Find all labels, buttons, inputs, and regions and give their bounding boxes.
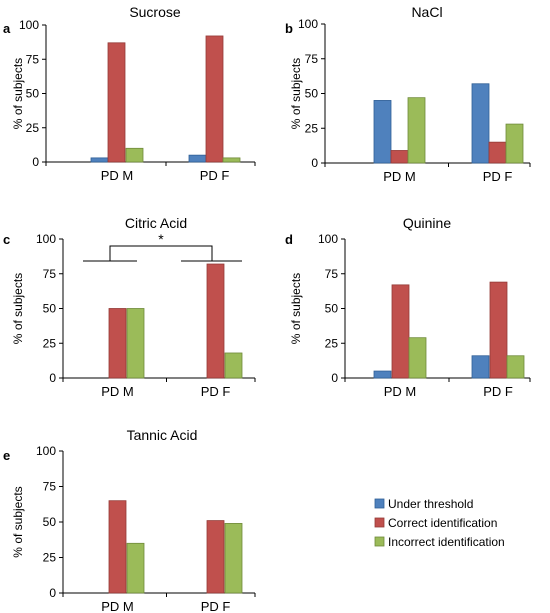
bar-c-1-3 [126, 308, 145, 379]
chart-title: Tannic Acid [127, 427, 198, 443]
panel-c: c Citric Acid % of subjects 0 25 50 75 100 PD M P… [3, 215, 256, 399]
y-tick-label: 0 [32, 155, 39, 169]
legend-swatch [374, 536, 385, 547]
y-tick-label: 50 [305, 87, 319, 101]
legend-swatch [374, 498, 385, 509]
bar-b-2-3 [505, 123, 524, 164]
x-category-label: PD F [483, 384, 513, 399]
y-tick-label: 100 [36, 232, 56, 246]
chart-title: Sucrose [129, 4, 181, 20]
y-tick-label: 0 [331, 371, 338, 385]
y-tick-label: 75 [43, 267, 57, 281]
bar-d-2-3 [506, 355, 525, 379]
y-tick-label: 25 [305, 121, 319, 135]
significance-bracket [109, 245, 213, 261]
panel-b: b NaCl % of subjects 0 25 50 75 100 PD M PD F [285, 4, 531, 184]
y-tick-label: 50 [325, 302, 339, 316]
y-axis-label: % of subjects [11, 486, 25, 557]
bar-a-2-1 [188, 154, 207, 163]
bar-e-2-2 [206, 520, 225, 594]
bar-a-2-2 [205, 35, 224, 163]
bar-e-2-3 [224, 523, 243, 594]
y-tick-label: 50 [26, 87, 40, 101]
bar-d-1-2 [391, 284, 410, 379]
bar-e-1-3 [126, 542, 145, 594]
panel-letter: e [3, 448, 10, 463]
chart-title: Quinine [403, 215, 451, 231]
y-tick-label: 0 [311, 156, 318, 170]
panel-letter: a [3, 21, 11, 36]
bar-a-2-3 [222, 157, 241, 163]
bar-d-1-1 [373, 370, 392, 379]
bar-a-1-2 [107, 42, 126, 163]
y-tick-label: 50 [43, 515, 57, 529]
y-tick-label: 100 [318, 232, 338, 246]
y-axis-label: % of subjects [289, 58, 303, 129]
x-category-label: PD F [200, 168, 230, 183]
bar-e-1-2 [108, 500, 127, 594]
x-category-label: PD M [101, 384, 134, 399]
x-category-label: PD M [384, 384, 417, 399]
y-axis-label: % of subjects [11, 58, 25, 129]
y-axis-label: % of subjects [289, 273, 303, 344]
y-tick-label: 25 [325, 336, 339, 350]
x-category-label: PD F [201, 384, 231, 399]
panel-d: d Quinine % of subjects 0 25 50 75 100 PD M PD F [285, 215, 531, 399]
x-category-label: PD M [383, 169, 416, 184]
bar-b-2-2 [488, 141, 507, 164]
legend-label: Incorrect identification [388, 535, 505, 549]
panel-letter: c [3, 232, 10, 247]
y-axis-label: % of subjects [11, 273, 25, 344]
panel-letter: d [285, 232, 293, 247]
bar-a-1-1 [90, 157, 109, 163]
legend-label: Correct identification [388, 516, 497, 530]
bar-a-1-3 [125, 147, 144, 163]
x-category-label: PD F [483, 169, 513, 184]
y-tick-label: 50 [43, 302, 57, 316]
bar-b-1-1 [373, 100, 392, 164]
bar-c-2-3 [224, 352, 243, 379]
y-tick-label: 75 [325, 267, 339, 281]
legend-label: Under threshold [388, 497, 473, 511]
chart-title: Citric Acid [125, 215, 187, 231]
legend-swatch [374, 517, 385, 528]
y-tick-label: 0 [49, 371, 56, 385]
bar-b-1-2 [390, 150, 409, 164]
bar-d-1-3 [408, 337, 427, 379]
y-tick-label: 25 [26, 121, 40, 135]
panel-e: e Tannic Acid % of subjects 0 25 50 75 100 PD M P… [3, 427, 256, 613]
bar-c-2-2 [206, 263, 225, 379]
y-tick-label: 0 [49, 586, 56, 600]
panel-a: a Sucrose % of subjects 0 25 50 75 100 PD M PD F [3, 4, 256, 183]
y-tick-label: 100 [36, 444, 56, 458]
y-tick-label: 75 [43, 480, 57, 494]
x-category-label: PD M [101, 168, 134, 183]
bar-b-1-3 [407, 97, 426, 164]
y-tick-label: 75 [305, 52, 319, 66]
panel-letter: b [285, 21, 293, 36]
y-tick-label: 75 [26, 52, 40, 66]
bar-d-2-1 [471, 355, 490, 379]
significance-marker: * [158, 231, 164, 247]
x-category-label: PD F [201, 599, 231, 613]
bar-d-2-2 [489, 281, 508, 379]
bar-b-2-1 [471, 83, 490, 164]
legend: Under threshold Correct identification Inc… [374, 497, 505, 549]
chart-title: NaCl [411, 4, 442, 20]
y-tick-label: 25 [43, 336, 57, 350]
y-tick-label: 100 [19, 18, 39, 32]
x-category-label: PD M [101, 599, 134, 613]
bar-c-1-2 [108, 308, 127, 379]
y-tick-label: 100 [298, 17, 318, 31]
y-tick-label: 25 [43, 551, 57, 565]
